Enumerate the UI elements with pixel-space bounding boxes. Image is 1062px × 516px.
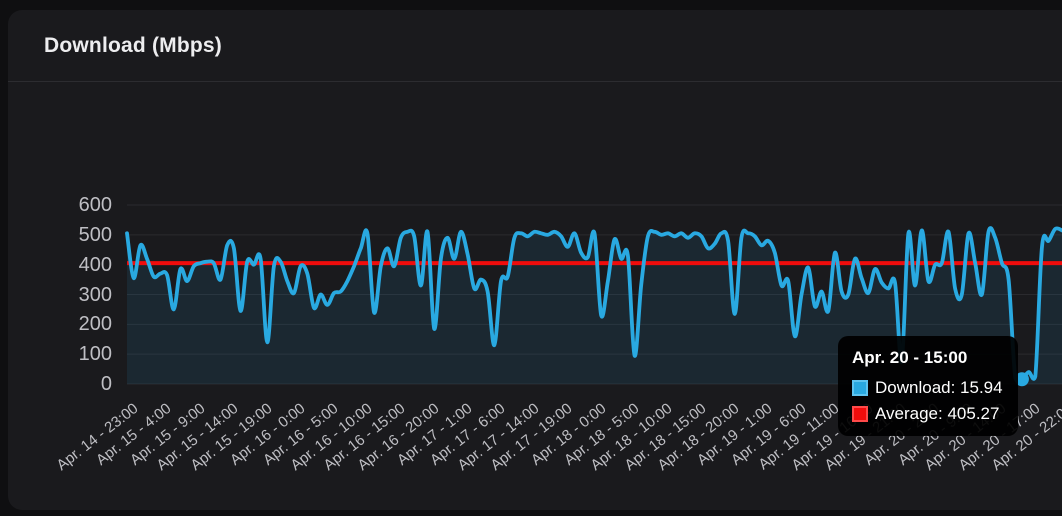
y-tick-label: 300: [78, 283, 112, 306]
chart-title: Download (Mbps): [44, 33, 222, 57]
y-tick-label: 600: [78, 194, 112, 216]
y-tick-label: 500: [78, 223, 112, 246]
chart-tooltip: Apr. 20 - 15:00 Download: 15.94 Average: …: [838, 336, 1018, 436]
tooltip-value: Download: 15.94: [875, 378, 1003, 397]
y-tick-label: 200: [78, 313, 112, 336]
tooltip-title: Apr. 20 - 15:00: [852, 348, 968, 367]
tooltip-value: Average: 405.27: [875, 404, 1000, 423]
tooltip-row-average: Average: 405.27: [852, 404, 1004, 424]
chart-area: 600 500 400 300 200 100 0 Apr. 14 - 23:00 Apr. …: [8, 82, 1062, 510]
y-tick-label: 0: [100, 373, 112, 395]
y-tick-label: 400: [78, 253, 112, 276]
download-area-fill: [127, 227, 1062, 384]
card-header: Download (Mbps): [8, 10, 1062, 82]
download-chart-plot[interactable]: [125, 196, 1062, 392]
download-tooltip-swatch-icon: [852, 380, 868, 396]
download-line: [125, 226, 1062, 384]
y-tick-label: 100: [78, 343, 112, 366]
tooltip-row-download: Download: 15.94: [852, 378, 1004, 398]
download-chart-card: Download (Mbps) 600 500 400 300 200 100 0 Apr.…: [8, 10, 1062, 510]
selected-point-marker: [1014, 372, 1029, 387]
average-tooltip-swatch-icon: [852, 406, 868, 422]
